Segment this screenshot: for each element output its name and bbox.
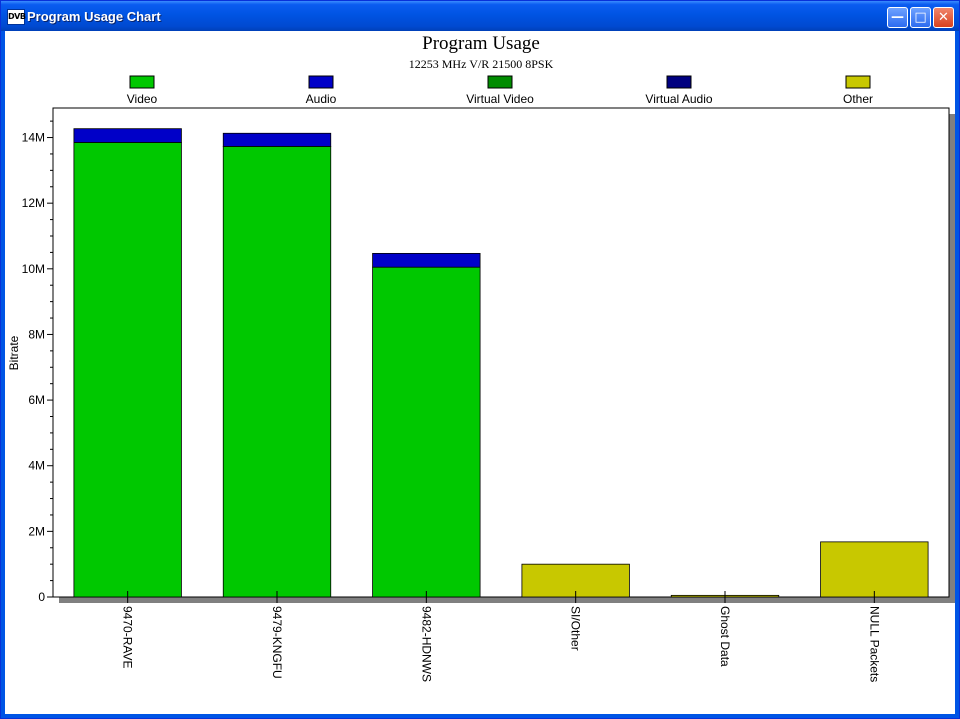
x-tick-label: 9479-KNGFU: [270, 606, 284, 679]
window-title: Program Usage Chart: [27, 9, 161, 24]
window-frame-right: [955, 31, 959, 718]
y-tick-label: 0: [38, 590, 45, 604]
minimize-icon: —: [891, 10, 904, 25]
x-tick-label: 9482-HDNWS: [419, 606, 433, 682]
close-button[interactable]: ✕: [933, 7, 954, 28]
x-tick-label: Ghost Data: [718, 606, 732, 667]
maximize-button[interactable]: □: [910, 7, 931, 28]
title-bar[interactable]: DVB Program Usage Chart — □ ✕: [1, 1, 959, 31]
bar-segment: [372, 266, 481, 598]
y-axis: 0 2M 4M 6M 8M 10M 12M 14M: [22, 120, 53, 604]
legend-label-1: Audio: [306, 92, 337, 106]
y-axis-label: Bitrate: [7, 335, 21, 370]
bar-segment: [222, 145, 332, 598]
dvb-app-icon[interactable]: DVB: [7, 9, 26, 25]
plot-area: [52, 107, 950, 598]
legend-swatch-1: [308, 75, 334, 89]
minimize-button[interactable]: —: [887, 7, 908, 28]
chart-subtitle: 12253 MHz V/R 21500 8PSK: [409, 57, 554, 71]
legend-label-4: Other: [843, 92, 873, 106]
legend-swatch-3: [666, 75, 692, 89]
y-tick-label: 2M: [28, 524, 45, 538]
legend-swatch-4: [845, 75, 871, 89]
legend-label-0: Video: [127, 92, 158, 106]
legend-label-3: Virtual Audio: [645, 92, 712, 106]
y-tick-label: 10M: [22, 262, 45, 276]
legend-swatch-0: [129, 75, 155, 89]
y-tick-label: 4M: [28, 459, 45, 473]
legend-swatch-2: [487, 75, 513, 89]
y-tick-label: 12M: [22, 196, 45, 210]
bar-segment: [73, 142, 182, 598]
chart-title: Program Usage: [422, 33, 540, 54]
window-frame-bottom: [1, 714, 959, 718]
maximize-icon: □: [914, 10, 927, 25]
y-tick-label: 8M: [28, 327, 45, 341]
chart-legend: Video Audio Virtual Video Virtual Audio Othe…: [127, 75, 873, 106]
x-tick-label: 9470-RAVE: [121, 606, 135, 668]
x-tick-label: NULL Packets: [867, 606, 881, 682]
bar-segment: [820, 541, 929, 598]
y-tick-label: 14M: [22, 131, 45, 145]
y-tick-label: 6M: [28, 393, 45, 407]
legend-label-2: Virtual Video: [466, 92, 534, 106]
bar-segment: [222, 132, 332, 147]
close-icon: ✕: [938, 10, 949, 25]
bar-segment: [372, 252, 481, 268]
x-axis: 9470-RAVE 9479-KNGFU 9482-HDNWS SI/Other Gho…: [121, 591, 881, 682]
program-usage-chart: Program Usage 12253 MHz V/R 21500 8PSK V…: [7, 33, 955, 682]
x-tick-label: SI/Other: [569, 606, 583, 651]
window-frame-left: [1, 31, 5, 718]
bar-segment: [73, 128, 182, 143]
